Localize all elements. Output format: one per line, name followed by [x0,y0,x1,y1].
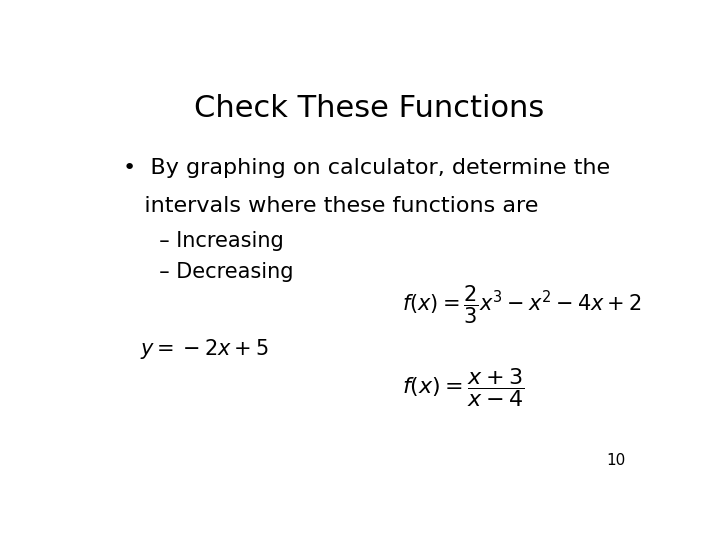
Text: •  By graphing on calculator, determine the: • By graphing on calculator, determine t… [124,158,611,178]
Text: intervals where these functions are: intervals where these functions are [124,196,539,216]
Text: – Decreasing: – Decreasing [145,262,293,282]
Text: $y=-2x+5$: $y=-2x+5$ [140,337,269,361]
Text: $f(x)=\dfrac{x+3}{x-4}$: $f(x)=\dfrac{x+3}{x-4}$ [402,366,525,409]
Text: 10: 10 [606,453,626,468]
Text: $f(x)=\dfrac{2}{3}x^3-x^2-4x+2$: $f(x)=\dfrac{2}{3}x^3-x^2-4x+2$ [402,283,642,326]
Text: – Increasing: – Increasing [145,231,284,251]
Text: Check These Functions: Check These Functions [194,94,544,123]
